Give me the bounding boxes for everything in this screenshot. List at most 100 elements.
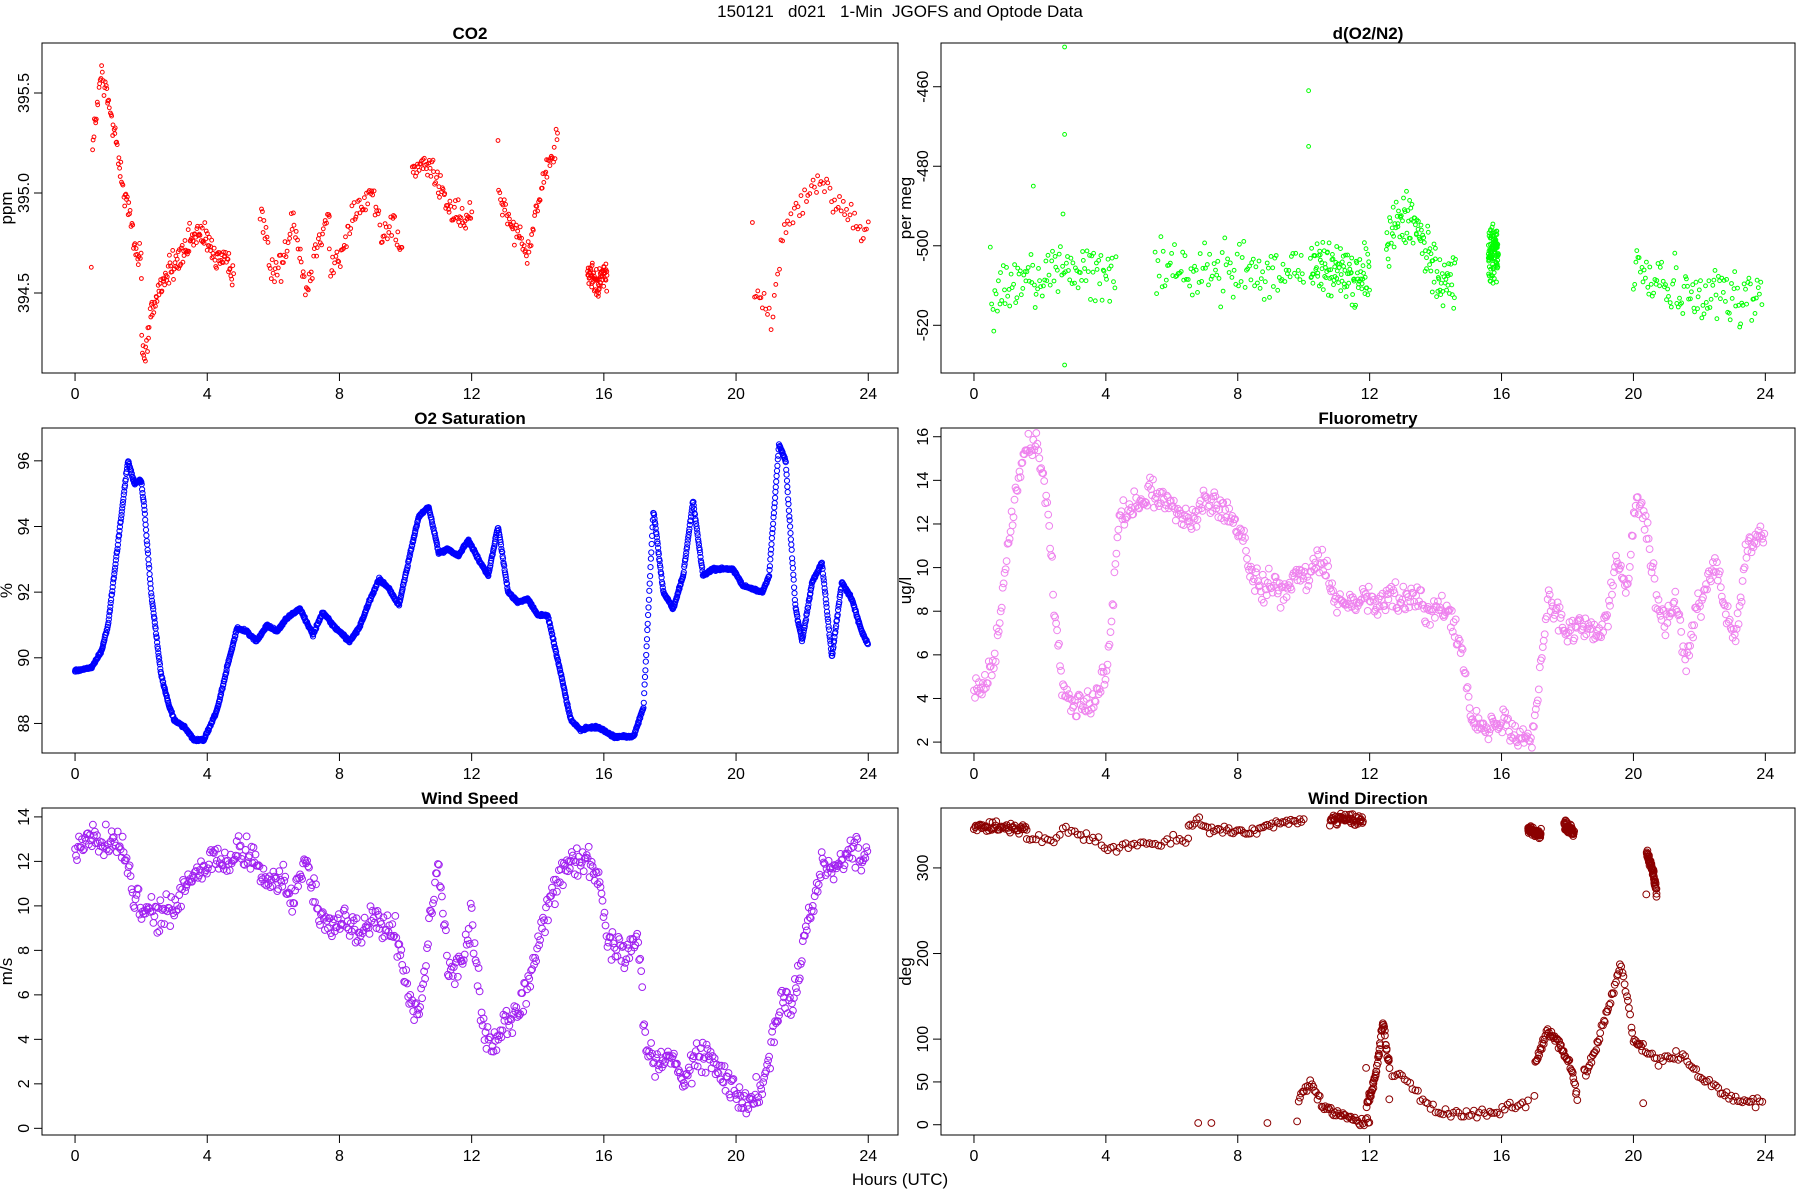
data-point [1227,260,1233,266]
data-point [693,1062,702,1071]
y-tick-label: 8 [915,607,932,616]
data-point [370,589,377,596]
data-point [759,1078,768,1087]
data-point [345,932,354,940]
data-point [503,1030,512,1039]
data-point [1451,305,1457,311]
data-point [137,241,143,246]
data-point [1032,305,1038,310]
data-point [996,607,1005,616]
data-point [1452,295,1457,301]
data-point [768,327,774,333]
data-point [497,541,505,548]
data-point [1367,287,1372,293]
data-point [783,477,791,484]
data-point [651,1073,659,1081]
data-point [1438,280,1444,286]
data-point [1104,276,1109,282]
data-point [1713,576,1722,585]
data-point [1024,429,1033,438]
data-point [773,472,780,480]
data-point [308,269,314,275]
data-point [389,233,395,238]
data-point [290,899,299,908]
data-point [1474,714,1483,723]
data-point [818,559,826,566]
data-point [1266,265,1271,271]
data-point [143,344,149,350]
data-point [1751,296,1757,302]
data-point [652,525,659,532]
data-point [1631,286,1636,292]
data-point [698,1038,707,1047]
data-point [1196,496,1205,505]
data-point [526,982,535,991]
data-point [609,939,618,948]
data-point [1556,614,1565,622]
data-point [824,615,831,623]
data-point [999,298,1005,303]
data-point [396,602,403,609]
data-point [744,1105,753,1113]
data-point [783,230,789,236]
data-point [450,980,459,989]
data-point [229,645,236,653]
data-point [1362,240,1367,246]
data-point [765,312,770,317]
data-point [634,938,643,947]
data-point [1088,297,1093,302]
data-point [331,270,336,276]
data-point [544,174,550,180]
data-point [495,138,501,143]
data-point [1107,298,1113,304]
data-point [1624,574,1633,583]
data-point [168,906,177,914]
data-point [1738,577,1747,585]
data-point [197,232,203,238]
data-point [595,878,604,887]
data-point [464,924,473,933]
data-point [1494,228,1500,234]
data-point [1199,279,1204,284]
data-point [106,97,112,103]
data-point [475,987,484,996]
data-point [1008,521,1017,530]
data-point [643,636,651,643]
data-point [1427,246,1433,252]
data-point [551,144,557,150]
plot-frame [41,807,899,1136]
data-point [1339,259,1345,265]
data-point [692,1039,701,1048]
data-point [983,679,992,688]
data-point [657,564,664,571]
data-point [502,1006,511,1015]
data-point [788,546,795,553]
data-point [154,299,160,304]
data-point [772,494,779,501]
data-point [802,187,807,193]
data-point [1643,275,1648,281]
data-point [1163,277,1169,283]
data-point [146,571,153,578]
data-point [584,842,593,851]
data-point [112,131,118,137]
data-point [1608,590,1616,599]
data-point [139,490,146,497]
data-point [514,234,520,240]
data-point [148,590,155,597]
data-point [1726,310,1732,316]
data-point [411,163,417,169]
data-point [393,237,399,243]
data-point [180,259,186,265]
data-point [278,279,284,284]
data-point [1638,269,1643,275]
data-point [1184,277,1189,282]
data-point [1670,597,1679,606]
data-point [1759,302,1765,308]
data-point [835,603,842,610]
x-tick-label: 8 [335,1148,344,1165]
data-point [1375,602,1384,611]
data-point [1648,563,1657,571]
data-point [1297,277,1303,283]
data-point [718,1078,727,1086]
